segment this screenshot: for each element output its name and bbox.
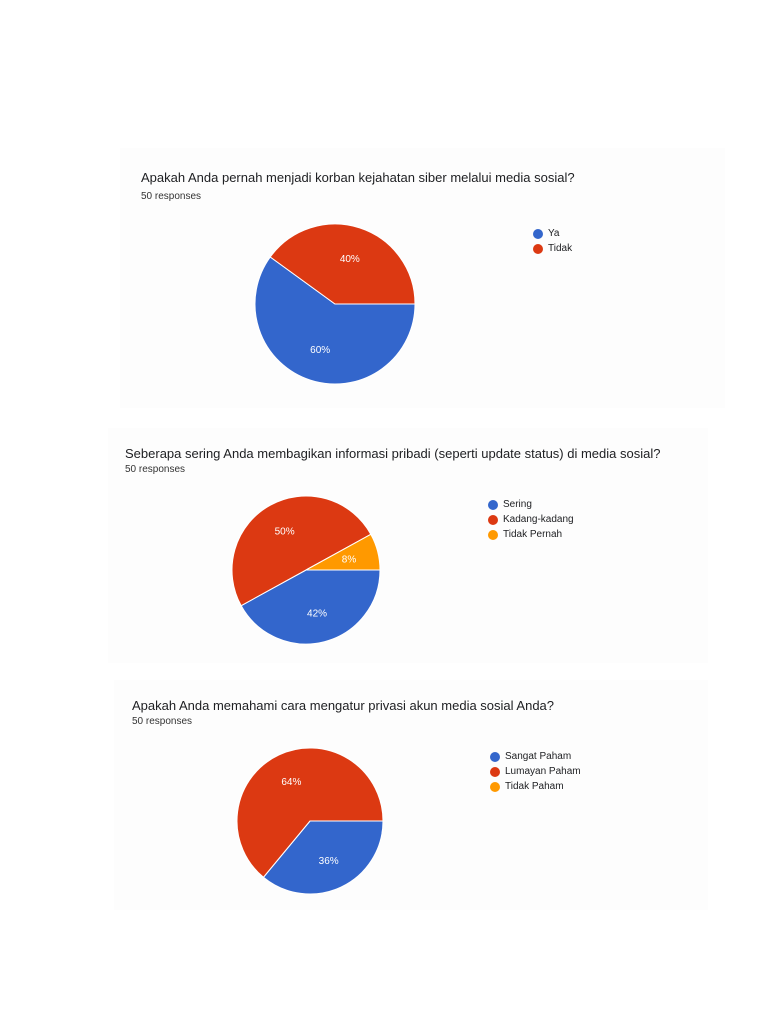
legend-label: Tidak [548, 243, 573, 254]
legend-item[interactable]: Kadang-kadang [488, 512, 574, 527]
pie-slice-kadang-kadang[interactable] [231, 495, 372, 607]
legend-item[interactable]: Tidak [533, 241, 572, 256]
slice-label: 8% [342, 554, 357, 565]
response-count: 50 responses [141, 191, 202, 202]
pie-slice-tidak-pernah[interactable] [305, 533, 381, 571]
response-count: 50 responses [132, 716, 193, 727]
pie-slice-sangat-paham[interactable] [262, 820, 384, 895]
legend-label: Sangat Paham [505, 751, 572, 762]
chart-card-2: Seberapa sering Anda membagikan informas… [108, 428, 708, 663]
slice-label: 42% [307, 609, 327, 620]
legend-label: Ya [548, 228, 560, 239]
legend-label: Lumayan Paham [505, 766, 581, 777]
legend-item[interactable]: Sering [488, 497, 574, 512]
legend-item[interactable]: Ya [533, 226, 572, 241]
legend-swatch [490, 766, 500, 777]
legend-label: Kadang-kadang [503, 514, 574, 525]
pie-chart: 42% 50% 8% [231, 495, 381, 645]
chart-card-3: Apakah Anda memahami cara mengatur priva… [114, 680, 708, 910]
slice-label: 50% [275, 527, 295, 538]
legend-swatch [488, 529, 498, 540]
legend-swatch [488, 514, 498, 525]
legend-swatch [490, 751, 500, 762]
chart-legend: Ya Tidak [533, 226, 572, 256]
slice-label: 36% [319, 856, 339, 867]
legend-swatch [533, 243, 543, 254]
pie-chart: 60% 40% [254, 223, 416, 385]
pie-slice-ya[interactable] [254, 256, 416, 385]
slice-label: 64% [281, 777, 301, 788]
legend-item[interactable]: Tidak Pernah [488, 527, 574, 542]
legend-item[interactable]: Sangat Paham [490, 749, 581, 764]
chart-card-1: Apakah Anda pernah menjadi korban kejaha… [120, 148, 725, 408]
legend-label: Sering [503, 499, 532, 510]
pie-slice-lumayan-paham[interactable] [236, 747, 384, 878]
legend-swatch [488, 499, 498, 510]
legend-item[interactable]: Tidak Paham [490, 779, 581, 794]
chart-title: Apakah Anda pernah menjadi korban kejaha… [141, 170, 575, 185]
legend-label: Tidak Pernah [503, 529, 563, 540]
chart-legend: Sering Kadang-kadang Tidak Pernah [488, 497, 574, 542]
pie-chart: 36% 64% [236, 747, 384, 895]
slice-label: 60% [310, 345, 330, 356]
slice-label: 40% [340, 254, 360, 265]
chart-legend: Sangat Paham Lumayan Paham Tidak Paham [490, 749, 581, 794]
legend-item[interactable]: Lumayan Paham [490, 764, 581, 779]
legend-label: Tidak Paham [505, 781, 564, 792]
pie-slice-tidak[interactable] [269, 223, 416, 305]
chart-title: Seberapa sering Anda membagikan informas… [125, 446, 661, 461]
legend-swatch [490, 781, 500, 792]
chart-title: Apakah Anda memahami cara mengatur priva… [132, 698, 555, 713]
legend-swatch [533, 228, 543, 239]
response-count: 50 responses [125, 464, 186, 475]
pie-slice-sering[interactable] [240, 569, 381, 645]
